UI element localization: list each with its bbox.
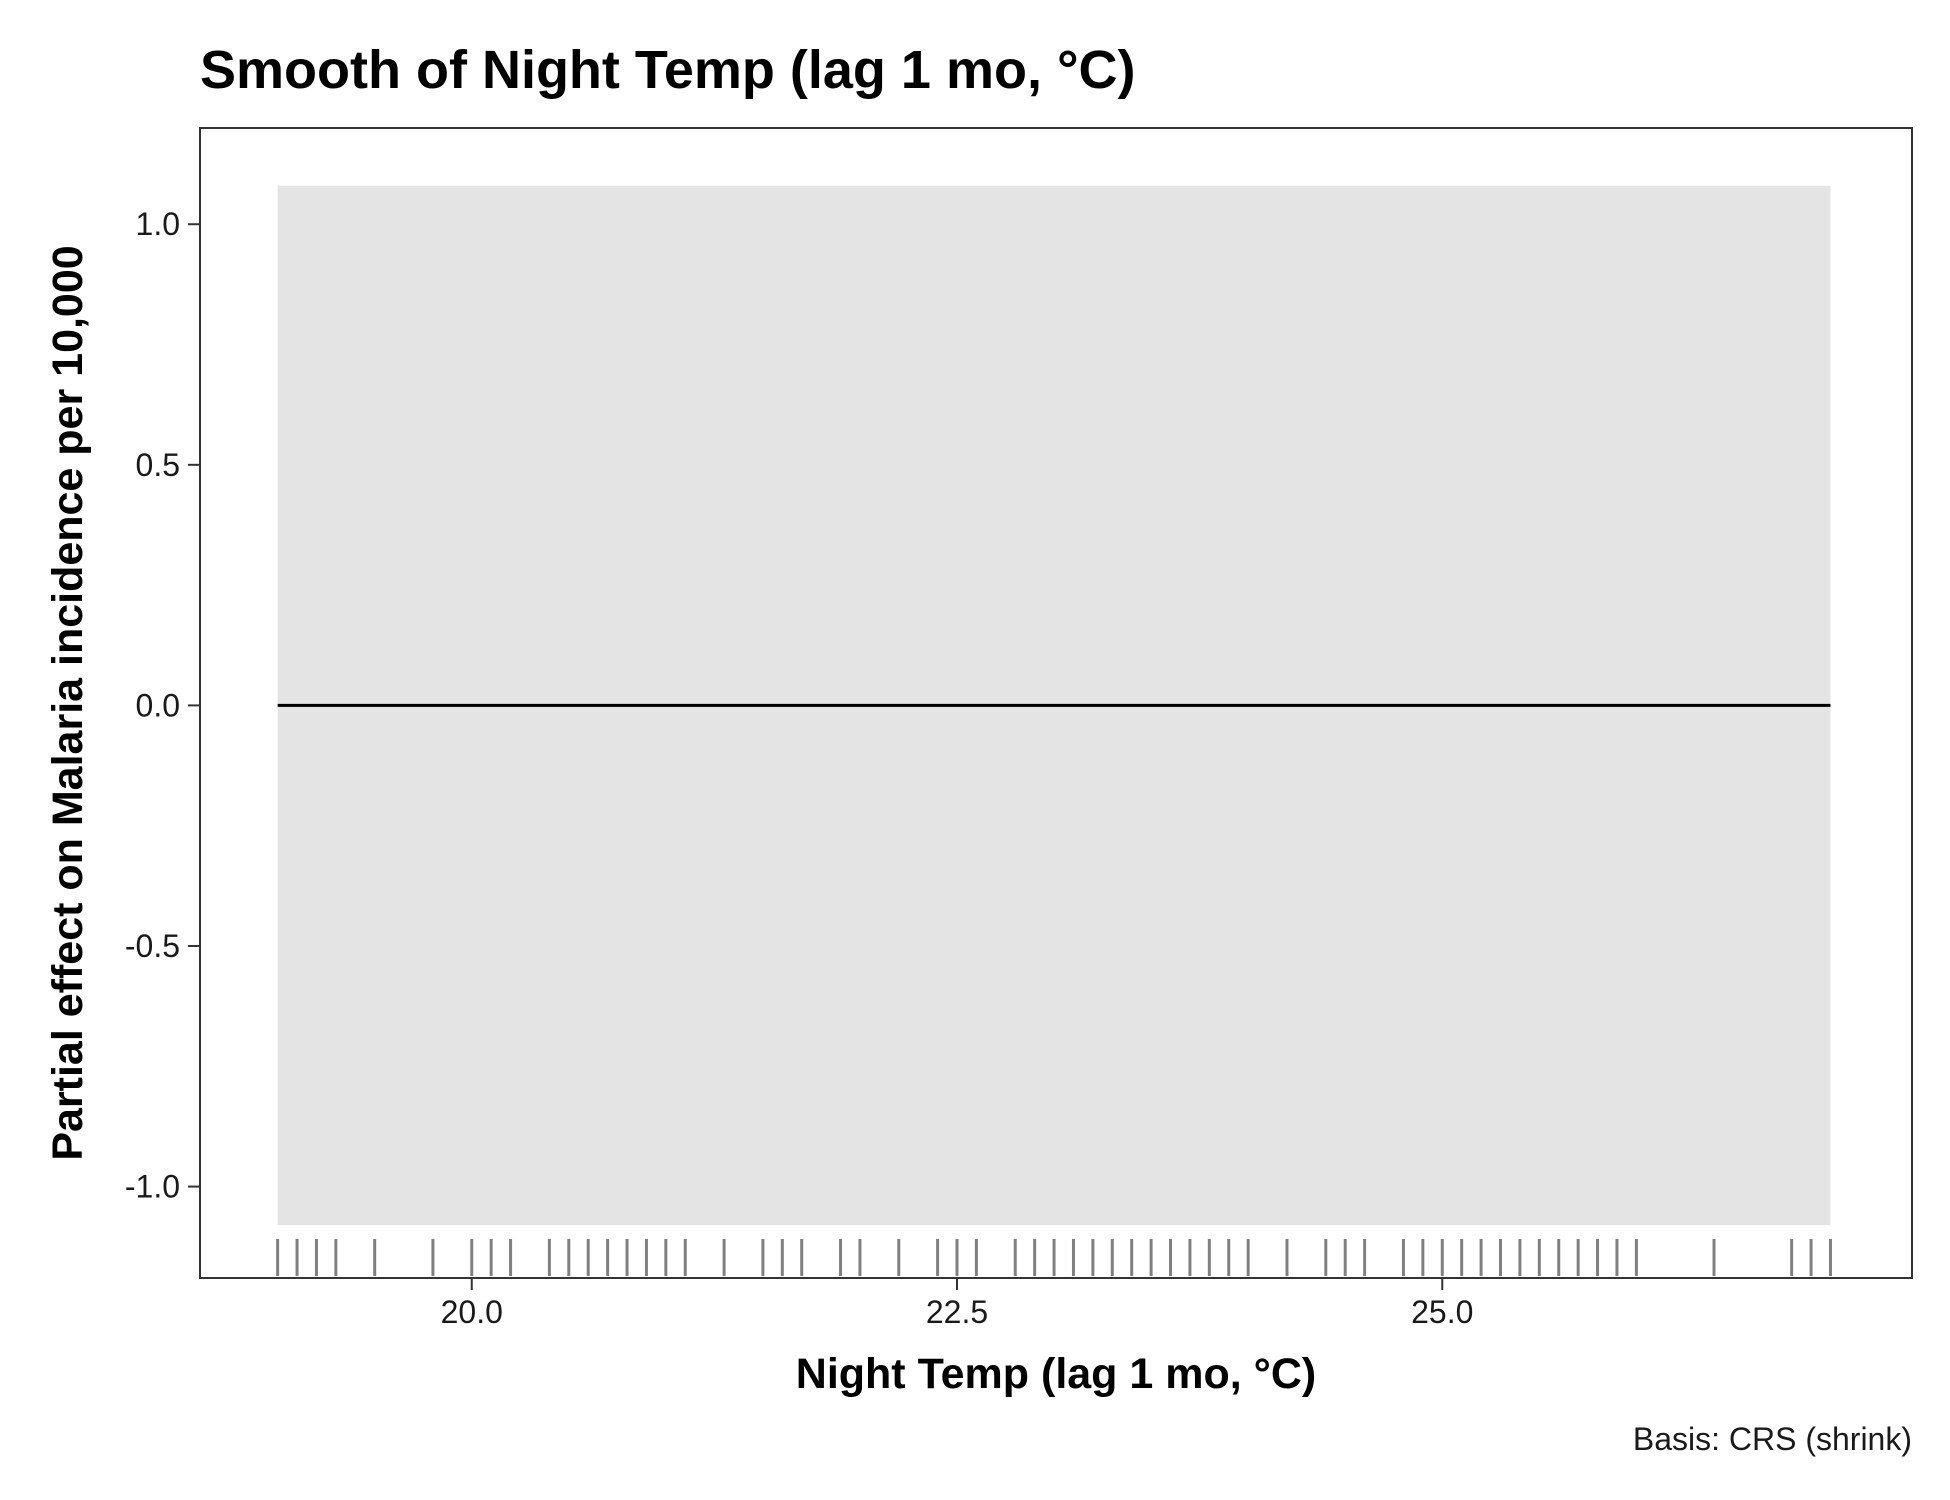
y-tick-label: 1.0 <box>136 206 180 242</box>
chart-caption: Basis: CRS (shrink) <box>1633 1421 1912 1457</box>
y-tick-label: 0.0 <box>136 687 180 723</box>
chart-title: Smooth of Night Temp (lag 1 mo, °C) <box>200 40 1136 100</box>
x-axis-title: Night Temp (lag 1 mo, °C) <box>796 1350 1316 1398</box>
y-axis-title: Partial effect on Malaria incidence per … <box>44 245 92 1160</box>
y-tick-label: -0.5 <box>125 928 180 964</box>
panel-border <box>199 127 1913 1279</box>
y-tick-label: -1.0 <box>125 1169 180 1205</box>
y-tick-label: 0.5 <box>136 447 180 483</box>
x-tick-label: 22.5 <box>926 1294 988 1330</box>
x-tick-label: 25.0 <box>1411 1294 1473 1330</box>
x-tick-label: 20.0 <box>441 1294 503 1330</box>
